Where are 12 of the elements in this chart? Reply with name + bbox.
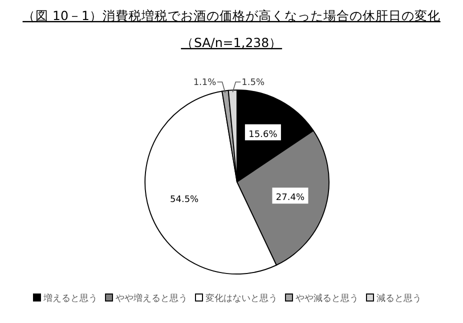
data-label: 15.6% <box>248 130 278 140</box>
chart-subtitle: （SA/n=1,238） <box>180 35 282 50</box>
legend-label: 変化はないと思う <box>206 293 278 304</box>
legend-label: 増えると思う <box>42 293 98 304</box>
data-label: 1.1% <box>193 78 217 88</box>
legend-label: やや増えると思う <box>116 293 188 304</box>
chart-title: （図 10－1）消費税増税でお酒の価格が高くなった場合の休肝日の変化 <box>22 8 440 23</box>
data-label: 27.4% <box>276 193 305 204</box>
legend-label: やや減ると思う <box>296 293 358 304</box>
data-label: 1.5% <box>242 78 265 88</box>
data-label: 54.5% <box>170 194 200 205</box>
legend-label: 減ると思う <box>376 293 422 304</box>
